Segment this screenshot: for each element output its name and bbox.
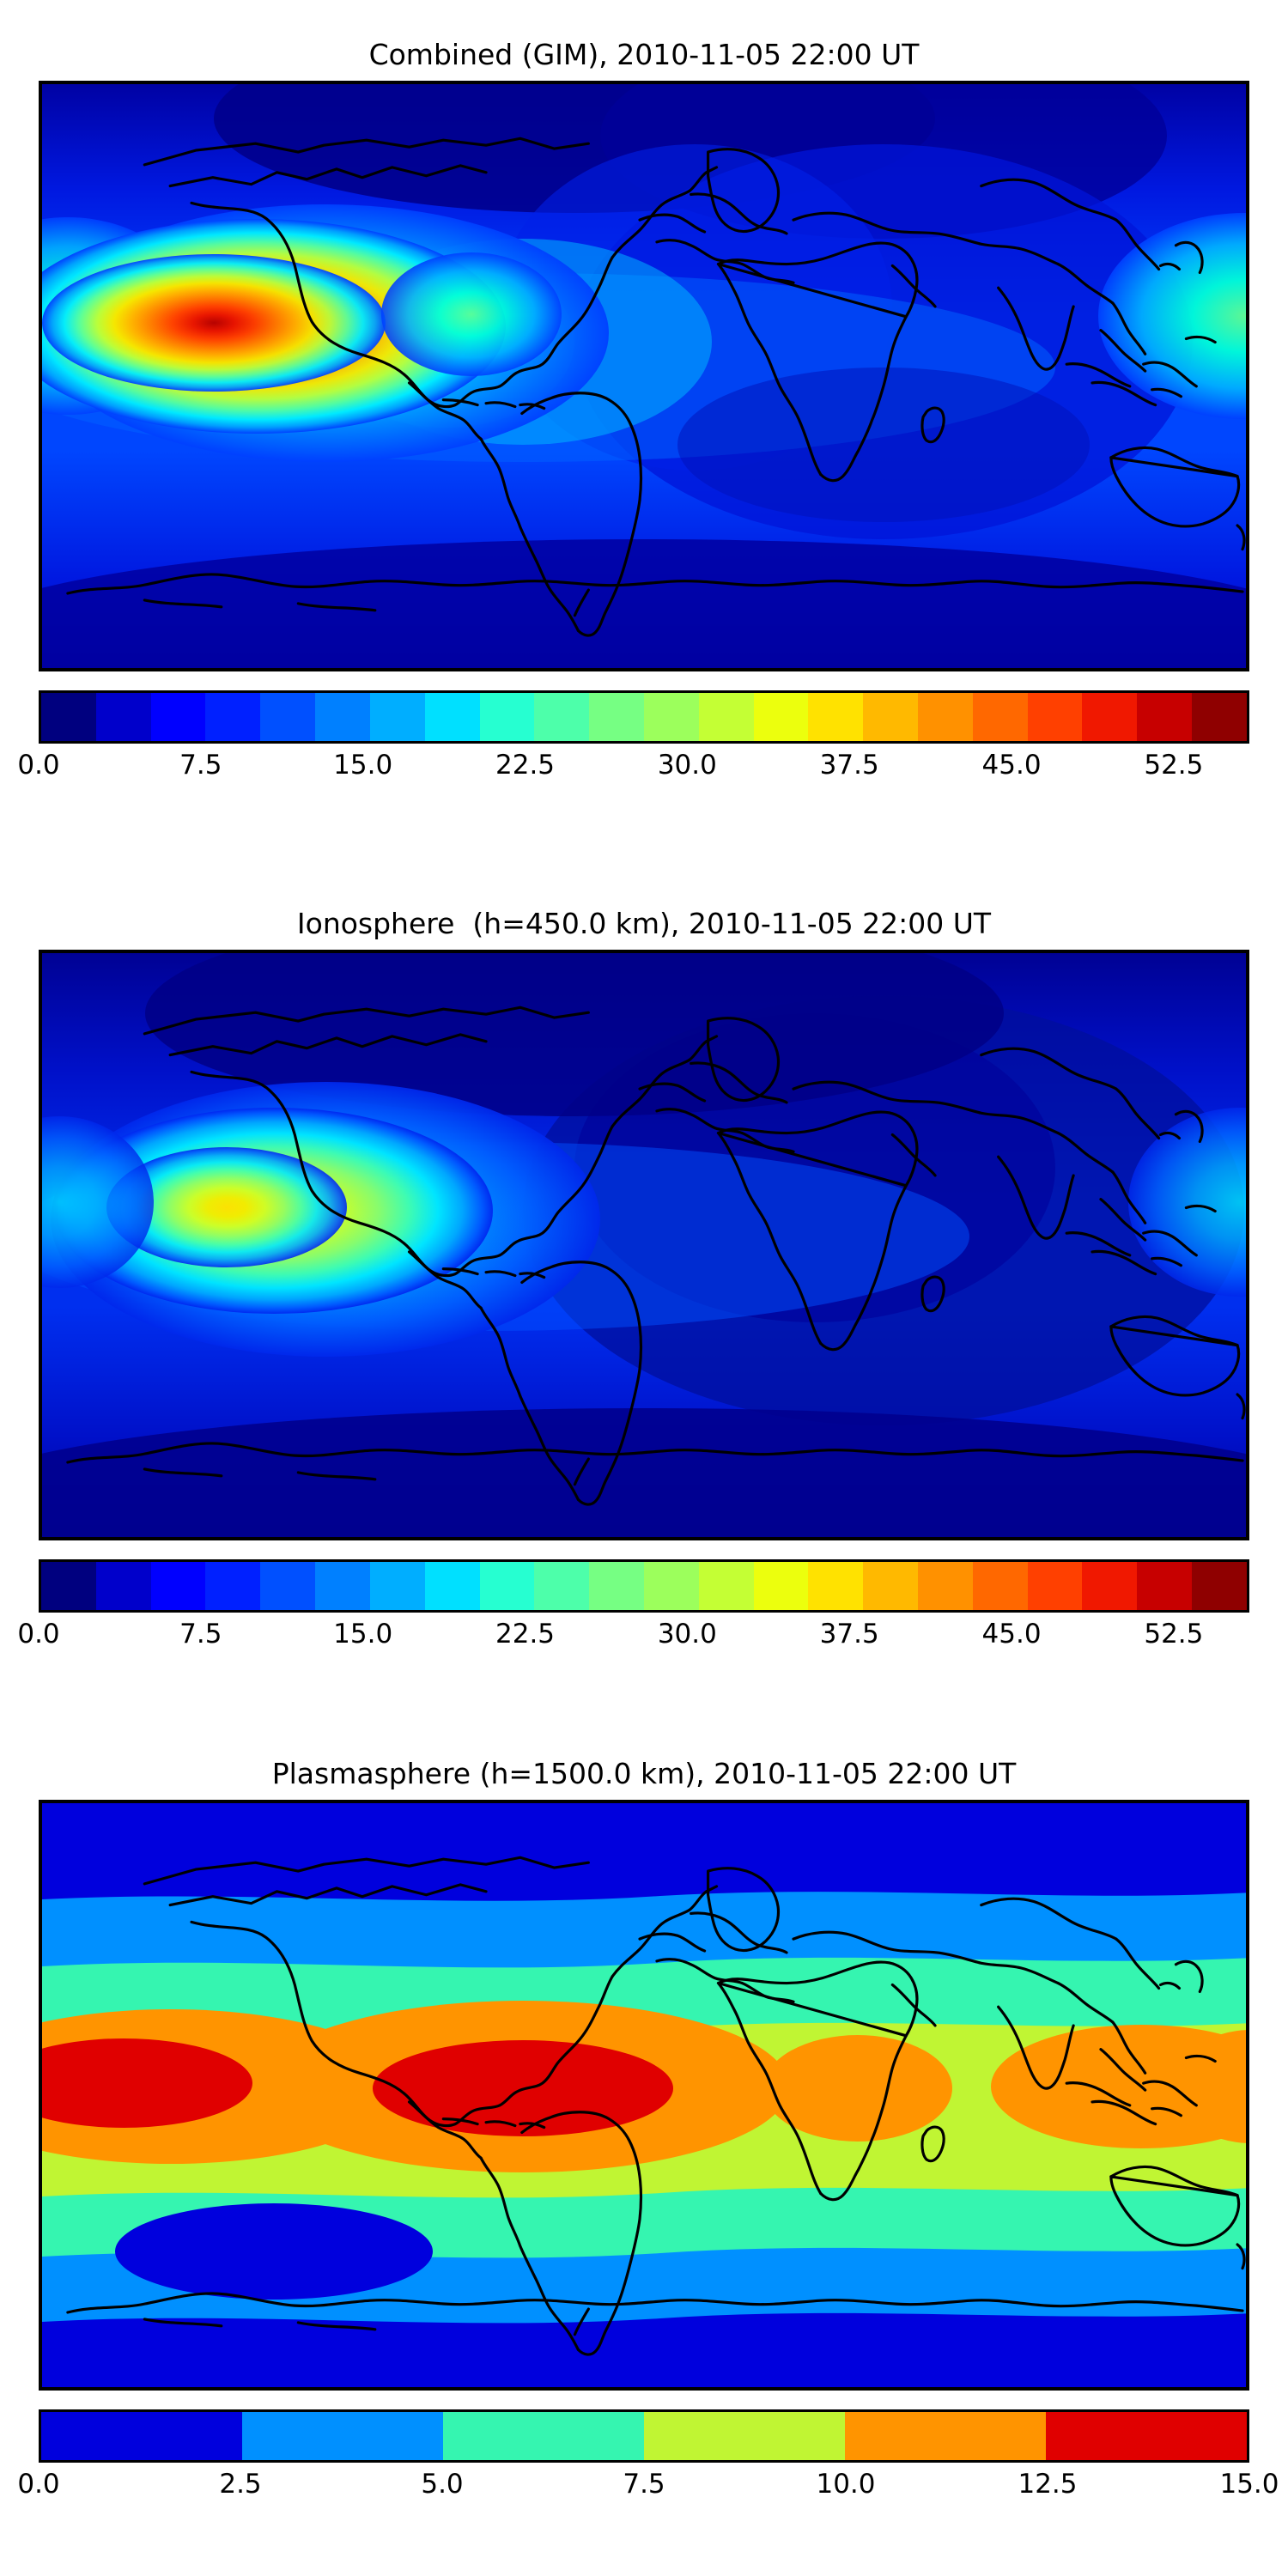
colorbar-combined-ticks: 0.0 7.5 15.0 22.5 30.0 37.5 45.0 52.5 <box>17 744 1249 783</box>
colorbar-segment <box>753 1562 809 1610</box>
colorbar-segment <box>1027 1562 1083 1610</box>
colorbar-segment <box>1137 1562 1193 1610</box>
colorbar-segment <box>260 693 316 741</box>
colorbar-segment <box>918 1562 973 1610</box>
colorbar-segment <box>753 693 809 741</box>
colorbar-segment <box>479 693 535 741</box>
map-plasmasphere <box>39 1800 1249 2391</box>
panel-ionosphere: Ionosphere (h=450.0 km), 2010-11-05 22:0… <box>0 907 1288 1652</box>
colorbar-segment <box>643 1562 699 1610</box>
colorbar-tick-label: 7.5 <box>179 1619 222 1649</box>
colorbar-tick-label: 30.0 <box>657 1619 717 1649</box>
colorbar-segment <box>1082 1562 1138 1610</box>
colorbar-segment <box>808 693 864 741</box>
colorbar-segment <box>918 693 973 741</box>
colorbar-segment <box>41 2412 242 2460</box>
colorbar-tick-label: 7.5 <box>623 2469 665 2500</box>
colorbar-segment <box>315 1562 370 1610</box>
colorbar-segment <box>534 1562 590 1610</box>
colorbar-segment <box>972 693 1028 741</box>
colorbar-segment <box>1192 1562 1247 1610</box>
panel-title-combined: Combined (GIM), 2010-11-05 22:00 UT <box>368 38 920 71</box>
colorbar-segment <box>95 1562 151 1610</box>
colorbar-segment <box>698 1562 754 1610</box>
colorbar-segment <box>1082 693 1138 741</box>
panel-plasmasphere: Plasmasphere (h=1500.0 km), 2010-11-05 2… <box>0 1757 1288 2502</box>
colorbar-segment <box>863 693 918 741</box>
colorbar-segment <box>315 693 370 741</box>
colorbar-combined: 0.0 7.5 15.0 22.5 30.0 37.5 45.0 52.5 <box>17 690 1249 783</box>
colorbar-segment <box>845 2412 1046 2460</box>
colorbar-ionosphere-ticks: 0.0 7.5 15.0 22.5 30.0 37.5 45.0 52.5 <box>17 1613 1249 1652</box>
colorbar-tick-label: 37.5 <box>819 750 879 781</box>
colorbar-tick-label: 30.0 <box>657 750 717 781</box>
colorbar-segment <box>1027 693 1083 741</box>
colorbar-tick-label: 15.0 <box>333 1619 393 1649</box>
colorbar-segment <box>863 1562 918 1610</box>
colorbar-segment <box>644 2412 845 2460</box>
colorbar-segment <box>589 1562 644 1610</box>
colorbar-tick-label: 52.5 <box>1144 750 1204 781</box>
coastlines-combined <box>42 84 1246 668</box>
colorbar-segment <box>369 693 425 741</box>
colorbar-segment <box>41 1562 96 1610</box>
colorbar-ionosphere: 0.0 7.5 15.0 22.5 30.0 37.5 45.0 52.5 <box>17 1559 1249 1652</box>
colorbar-segment <box>972 1562 1028 1610</box>
colorbar-plasmasphere-ticks: 0.0 2.5 5.0 7.5 10.0 12.5 15.0 <box>17 2463 1279 2502</box>
colorbar-segment <box>150 693 206 741</box>
colorbar-segment <box>260 1562 316 1610</box>
colorbar-segment <box>643 693 699 741</box>
colorbar-tick-label: 0.0 <box>17 750 60 781</box>
colorbar-tick-label: 22.5 <box>495 1619 556 1649</box>
colorbar-segment <box>1137 693 1193 741</box>
colorbar-segment <box>808 1562 864 1610</box>
colorbar-plasmasphere: 0.0 2.5 5.0 7.5 10.0 12.5 15.0 <box>17 2409 1279 2502</box>
colorbar-segment <box>534 693 590 741</box>
colorbar-segment <box>443 2412 644 2460</box>
colorbar-combined-gradient <box>39 690 1249 744</box>
colorbar-tick-label: 37.5 <box>819 1619 879 1649</box>
map-combined <box>39 81 1249 671</box>
colorbar-segment <box>1046 2412 1247 2460</box>
colorbar-tick-label: 15.0 <box>333 750 393 781</box>
colorbar-tick-label: 45.0 <box>981 1619 1042 1649</box>
colorbar-segment <box>205 693 261 741</box>
colorbar-segment <box>1192 693 1247 741</box>
panel-title-plasmasphere: Plasmasphere (h=1500.0 km), 2010-11-05 2… <box>271 1757 1017 1790</box>
coastlines-ionosphere <box>42 953 1246 1537</box>
colorbar-tick-label: 2.5 <box>219 2469 262 2500</box>
colorbar-segment <box>150 1562 206 1610</box>
colorbar-tick-label: 15.0 <box>1219 2469 1279 2500</box>
colorbar-segment <box>424 693 480 741</box>
colorbar-tick-label: 0.0 <box>17 1619 60 1649</box>
colorbar-segment <box>589 693 644 741</box>
colorbar-tick-label: 7.5 <box>179 750 222 781</box>
colorbar-segment <box>369 1562 425 1610</box>
colorbar-segment <box>205 1562 261 1610</box>
colorbar-tick-label: 5.0 <box>421 2469 464 2500</box>
map-ionosphere-field <box>42 953 1246 1537</box>
panel-title-ionosphere: Ionosphere (h=450.0 km), 2010-11-05 22:0… <box>296 907 992 940</box>
colorbar-tick-label: 22.5 <box>495 750 556 781</box>
colorbar-ionosphere-gradient <box>39 1559 1249 1613</box>
colorbar-tick-label: 0.0 <box>17 2469 60 2500</box>
colorbar-segment <box>41 693 96 741</box>
colorbar-tick-label: 45.0 <box>981 750 1042 781</box>
colorbar-segment <box>95 693 151 741</box>
panel-combined: Combined (GIM), 2010-11-05 22:00 UT <box>0 38 1288 783</box>
colorbar-tick-label: 52.5 <box>1144 1619 1204 1649</box>
map-combined-field <box>42 84 1246 668</box>
coastlines-plasmasphere <box>42 1803 1246 2387</box>
colorbar-segment <box>698 693 754 741</box>
colorbar-segment <box>479 1562 535 1610</box>
colorbar-tick-label: 12.5 <box>1018 2469 1078 2500</box>
colorbar-segment <box>242 2412 443 2460</box>
map-ionosphere <box>39 950 1249 1540</box>
colorbar-tick-label: 10.0 <box>816 2469 876 2500</box>
colorbar-plasmasphere-gradient <box>39 2409 1249 2463</box>
colorbar-segment <box>424 1562 480 1610</box>
